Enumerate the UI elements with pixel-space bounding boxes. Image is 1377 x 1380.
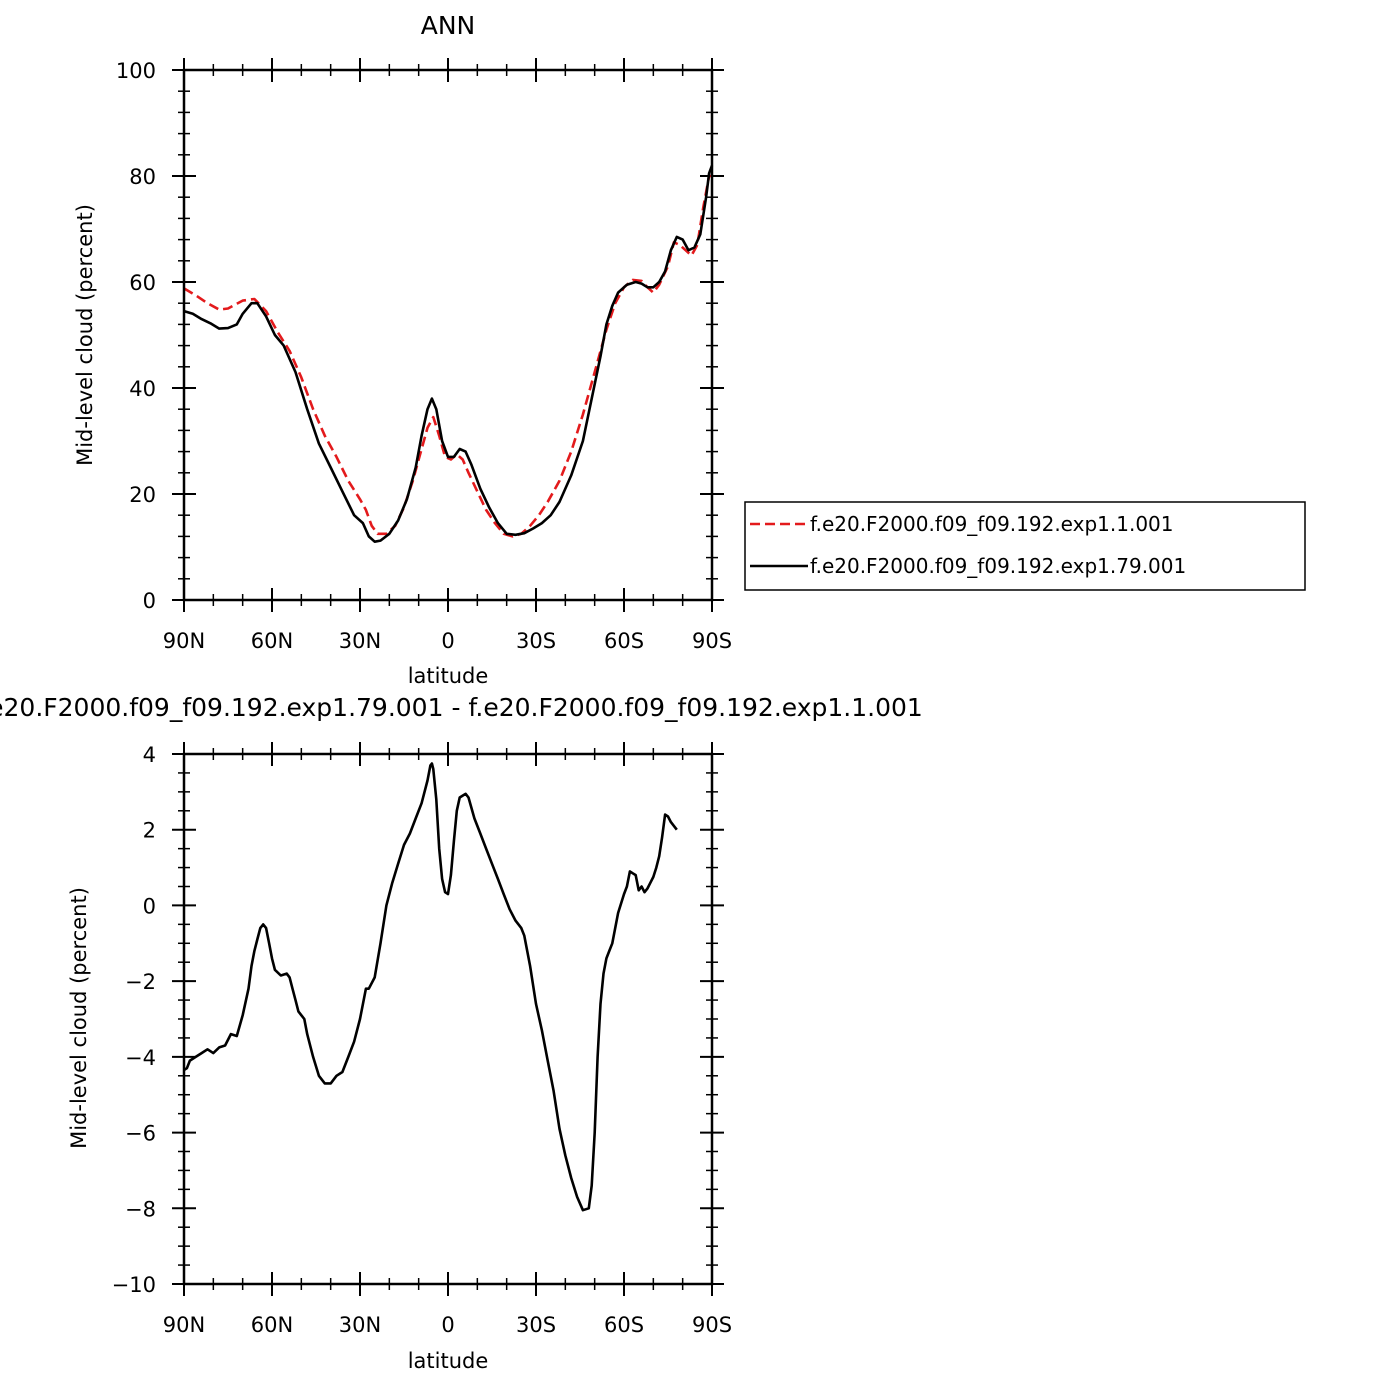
y-tick-label: −10 (112, 1273, 156, 1297)
y-tick-label: 60 (129, 271, 156, 295)
panel2-x-axis-label: latitude (408, 1349, 489, 1373)
y-tick-label: −6 (125, 1122, 156, 1146)
x-tick-label: 60S (604, 629, 644, 653)
panel1-title: ANN (421, 11, 476, 40)
y-tick-label: −4 (125, 1046, 156, 1070)
y-tick-label: −8 (125, 1197, 156, 1221)
panel1-frame (182, 68, 714, 602)
difference-panel: f.e20.F2000.f09_f09.192.exp1.79.001 - f.… (0, 693, 923, 1373)
legend: f.e20.F2000.f09_f09.192.exp1.1.001 f.e20… (744, 501, 1306, 591)
series-line-1-2 (183, 164, 714, 543)
panel2-title: f.e20.F2000.f09_f09.192.exp1.79.001 - f.… (0, 693, 923, 722)
panel1-x-axis-label: latitude (408, 664, 489, 688)
series-line-2-1 (183, 762, 678, 1212)
y-tick-label: 0 (143, 894, 156, 918)
mean-cloud-panel: ANN Mid-level cloud (percent) latitude 9… (73, 11, 732, 688)
panel1-y-axis-label: Mid-level cloud (percent) (73, 204, 97, 466)
panel2-tick-labels: 90N 60N 30N 0 30S 60S 90S −10 −8 −6 −4 −2 0 2 4 (112, 743, 732, 1337)
x-tick-label: 60S (604, 1313, 644, 1337)
x-tick-label: 60N (251, 1313, 293, 1337)
y-tick-label: 40 (129, 377, 156, 401)
y-tick-label: 100 (116, 59, 156, 83)
x-tick-label: 90S (692, 1313, 732, 1337)
legend-label-exp1-1-001: f.e20.F2000.f09_f09.192.exp1.1.001 (810, 512, 1174, 536)
legend-box (744, 501, 1306, 591)
y-tick-label: 4 (143, 743, 156, 767)
y-tick-label: 80 (129, 165, 156, 189)
series-line-1-1 (183, 174, 712, 538)
x-tick-label: 30N (339, 1313, 381, 1337)
y-tick-label: 20 (129, 483, 156, 507)
x-tick-label: 60N (251, 629, 293, 653)
x-tick-label: 90N (163, 629, 205, 653)
x-tick-label: 90N (163, 1313, 205, 1337)
panel2-ticks (172, 742, 724, 1296)
panel2-y-axis-label: Mid-level cloud (percent) (67, 887, 91, 1149)
legend-label-exp1-79-001: f.e20.F2000.f09_f09.192.exp1.79.001 (810, 554, 1186, 578)
x-tick-label: 90S (692, 629, 732, 653)
x-tick-label: 0 (441, 629, 454, 653)
y-tick-label: −2 (125, 970, 156, 994)
y-tick-label: 0 (143, 589, 156, 613)
panel1-series (183, 164, 714, 543)
panel1-ticks (172, 58, 724, 612)
y-tick-label: 2 (143, 819, 156, 843)
x-tick-label: 30S (516, 1313, 556, 1337)
panel2-frame (182, 752, 714, 1286)
panel2-series (183, 762, 678, 1212)
x-tick-label: 0 (441, 1313, 454, 1337)
x-tick-label: 30N (339, 629, 381, 653)
panel1-tick-labels: 90N 60N 30N 0 30S 60S 90S 0 20 40 60 80 100 (116, 59, 732, 653)
x-tick-label: 30S (516, 629, 556, 653)
